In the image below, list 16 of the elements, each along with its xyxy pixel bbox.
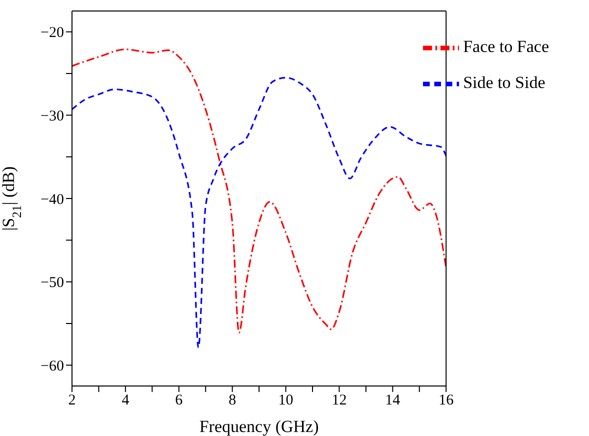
x-tick-label: 14 bbox=[385, 392, 401, 409]
y-tick-label: −20 bbox=[40, 25, 64, 42]
y-tick-label: −50 bbox=[40, 275, 64, 292]
x-axis-title: Frequency (GHz) bbox=[199, 417, 319, 436]
x-tick-label: 8 bbox=[228, 392, 236, 409]
x-tick-label: 16 bbox=[438, 392, 454, 409]
x-tick-label: 12 bbox=[332, 392, 347, 409]
x-tick-label: 10 bbox=[278, 392, 294, 409]
legend-label: Face to Face bbox=[463, 36, 549, 56]
x-tick-label: 2 bbox=[68, 392, 76, 409]
y-tick-label: −30 bbox=[40, 108, 64, 124]
y-tick-label: −60 bbox=[40, 358, 64, 374]
y-tick-label: −40 bbox=[40, 192, 64, 208]
legend-label: Side to Side bbox=[463, 72, 546, 92]
x-tick-label: 6 bbox=[175, 392, 184, 409]
x-tick-label: 4 bbox=[122, 392, 130, 409]
